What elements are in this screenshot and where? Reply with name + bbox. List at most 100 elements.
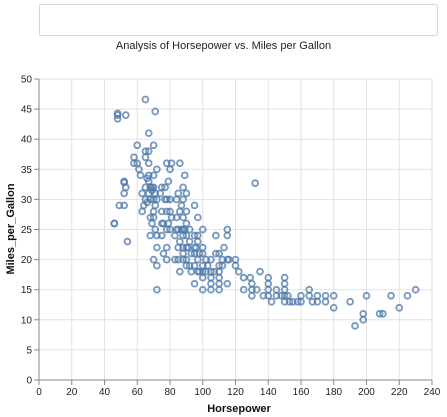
data-point (207, 279, 215, 288)
data-point (251, 179, 260, 187)
data-point (179, 213, 187, 222)
data-point (195, 249, 204, 258)
y-tick-label: 15 (21, 285, 33, 296)
data-point (175, 237, 184, 246)
data-point (215, 267, 223, 276)
data-point (215, 261, 223, 270)
data-point (180, 171, 189, 180)
data-point (179, 195, 187, 204)
data-point (248, 291, 256, 300)
data-point (193, 213, 202, 222)
axes: 0 20 40 60 80 100 120 140 160 180 200 220 240 0 5 10 15 2… (21, 75, 441, 399)
data-point (162, 243, 171, 252)
data-point (198, 225, 207, 234)
data-point (190, 279, 199, 288)
data-point (190, 201, 199, 210)
y-tick-label: 20 (21, 255, 33, 266)
x-tick-label: 80 (164, 387, 176, 398)
x-tick-label: 60 (132, 387, 144, 398)
y-tick-label: 50 (21, 75, 33, 86)
data-point (192, 243, 201, 252)
data-point (184, 243, 192, 252)
data-point (190, 231, 199, 240)
data-point (387, 291, 395, 300)
data-point (305, 291, 314, 300)
data-point (182, 207, 191, 216)
data-point (133, 141, 142, 150)
data-point (267, 297, 276, 306)
y-tick-label: 45 (21, 105, 33, 116)
data-point (120, 177, 129, 186)
data-point (264, 273, 273, 282)
data-point (153, 261, 161, 270)
data-point (156, 189, 165, 198)
data-point (174, 189, 183, 198)
data-point (185, 225, 194, 234)
data-point (272, 285, 281, 294)
data-point (159, 249, 168, 258)
data-point (151, 107, 160, 116)
y-tick-label: 25 (21, 225, 33, 236)
y-tick-label: 40 (21, 135, 33, 146)
data-point (223, 279, 232, 288)
data-point (149, 213, 158, 222)
data-point (215, 273, 223, 282)
data-point (248, 279, 256, 288)
data-point (207, 273, 215, 282)
x-tick-label: 160 (293, 387, 310, 398)
data-point (110, 219, 119, 228)
data-point (162, 207, 171, 216)
data-point (212, 249, 220, 258)
data-point (164, 177, 173, 186)
data-point (198, 273, 207, 282)
search-input[interactable] (39, 4, 438, 36)
data-point (203, 261, 212, 270)
data-point (141, 153, 150, 162)
data-point (175, 159, 184, 168)
data-point (171, 255, 179, 264)
data-point (113, 111, 122, 119)
y-axis-title: Miles_per_Gallon (5, 183, 17, 274)
data-point (187, 267, 196, 276)
data-point (120, 189, 129, 198)
data-point (187, 249, 196, 258)
data-point (256, 267, 264, 276)
chart-title: Analysis of Horsepower vs. Miles per Gal… (115, 40, 332, 52)
data-point (172, 213, 181, 222)
x-tick-label: 240 (424, 387, 441, 398)
data-point (121, 183, 130, 192)
x-tick-label: 220 (391, 387, 408, 398)
data-point (157, 231, 166, 240)
data-point (212, 231, 220, 240)
data-point (280, 279, 289, 288)
y-tick-label: 35 (21, 165, 33, 176)
data-point (182, 231, 191, 240)
data-point (162, 255, 171, 264)
x-tick-label: 0 (36, 387, 42, 398)
data-point (351, 321, 359, 330)
data-point (264, 285, 273, 294)
data-point (123, 237, 132, 246)
data-point (182, 255, 191, 264)
data-point (215, 279, 223, 288)
data-point (359, 309, 368, 318)
data-point (329, 303, 338, 312)
data-point (164, 219, 173, 228)
data-point (198, 285, 207, 294)
x-axis-title: Horsepower (207, 403, 271, 415)
data-point (193, 231, 202, 240)
data-point (234, 267, 243, 276)
data-point (153, 243, 161, 252)
x-tick-label: 40 (99, 387, 111, 398)
data-point (346, 297, 354, 306)
data-point (151, 201, 160, 210)
x-tick-label: 140 (260, 387, 277, 398)
data-point (138, 207, 147, 216)
x-tick-label: 120 (227, 387, 244, 398)
data-point (207, 255, 215, 264)
y-tick-label: 10 (21, 315, 33, 326)
data-point (305, 285, 314, 294)
data-point (198, 243, 207, 252)
data-point (246, 273, 255, 282)
data-point (167, 159, 176, 168)
